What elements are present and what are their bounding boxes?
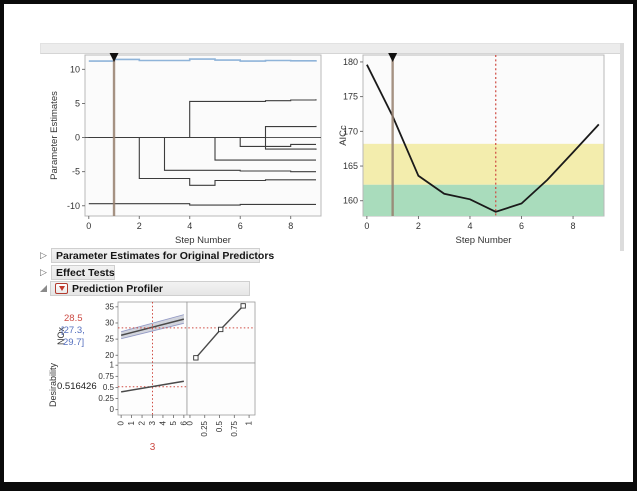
svg-text:0: 0 xyxy=(364,221,369,231)
svg-text:0.75: 0.75 xyxy=(98,372,114,381)
svg-text:3: 3 xyxy=(150,442,156,453)
svg-text:180: 180 xyxy=(343,57,358,67)
svg-text:5: 5 xyxy=(75,98,80,108)
svg-text:0.25: 0.25 xyxy=(200,420,209,436)
section-parameter-estimates-original-predictors[interactable]: ▷ Parameter Estimates for Original Predi… xyxy=(40,248,274,263)
svg-text:25: 25 xyxy=(105,335,114,344)
svg-text:AICc: AICc xyxy=(338,125,349,146)
disclosure-triangle-open-icon[interactable] xyxy=(40,285,47,292)
svg-text:175: 175 xyxy=(343,92,358,102)
scrollbar-strip[interactable] xyxy=(620,43,624,251)
svg-text:6: 6 xyxy=(238,221,243,231)
svg-text:0.5: 0.5 xyxy=(103,383,115,392)
prediction-profiler-plot[interactable]: 20 25 30 35 0 0.25 0.5 0.75 1 0 1 2 3 4 5 6 0 0.25 0.5 0.75… xyxy=(90,298,270,463)
svg-text:0: 0 xyxy=(75,133,80,143)
svg-text:0: 0 xyxy=(86,221,91,231)
section-prediction-profiler[interactable]: Prediction Profiler xyxy=(40,281,250,296)
svg-text:0.25: 0.25 xyxy=(98,394,114,403)
svg-text:2: 2 xyxy=(416,221,421,231)
svg-text:2: 2 xyxy=(138,420,147,425)
svg-text:30: 30 xyxy=(105,318,114,327)
svg-text:35: 35 xyxy=(105,302,114,311)
svg-text:-10: -10 xyxy=(67,201,80,211)
svg-text:8: 8 xyxy=(571,221,576,231)
svg-text:4: 4 xyxy=(158,420,167,425)
svg-text:0: 0 xyxy=(110,405,115,414)
svg-text:0.5: 0.5 xyxy=(215,420,224,432)
svg-text:0: 0 xyxy=(185,420,194,425)
svg-text:Step Number: Step Number xyxy=(175,235,231,246)
menu-triangle-icon xyxy=(58,286,65,291)
svg-text:Step Number: Step Number xyxy=(456,235,512,246)
disclosure-triangle-icon[interactable]: ▷ xyxy=(40,250,47,260)
svg-text:5: 5 xyxy=(169,420,178,425)
svg-text:10: 10 xyxy=(70,64,80,74)
svg-text:6: 6 xyxy=(179,420,188,425)
svg-text:Parameter Estimates: Parameter Estimates xyxy=(49,91,60,180)
svg-text:3: 3 xyxy=(148,420,157,425)
svg-text:1: 1 xyxy=(127,420,136,425)
svg-text:160: 160 xyxy=(343,196,358,206)
confidence-interval-low: [27.3, xyxy=(61,325,85,336)
svg-text:165: 165 xyxy=(343,161,358,171)
svg-text:0: 0 xyxy=(117,420,126,425)
svg-text:0.75: 0.75 xyxy=(230,420,239,436)
section-title: Effect Tests xyxy=(56,266,115,279)
section-title: Parameter Estimates for Original Predict… xyxy=(56,249,275,262)
aicc-validation-plot[interactable]: 0 2 4 6 8 160 165 170 175 180 Step Number AICc xyxy=(338,50,630,250)
svg-text:20: 20 xyxy=(105,351,114,360)
svg-text:4: 4 xyxy=(187,221,192,231)
svg-text:1: 1 xyxy=(110,361,115,370)
svg-text:8: 8 xyxy=(288,221,293,231)
svg-text:-5: -5 xyxy=(72,167,80,177)
svg-text:4: 4 xyxy=(467,221,472,231)
svg-text:170: 170 xyxy=(343,126,358,136)
predicted-value: 28.5 xyxy=(64,313,83,324)
section-effect-tests[interactable]: ▷ Effect Tests xyxy=(40,265,115,280)
svg-text:6: 6 xyxy=(519,221,524,231)
svg-text:2: 2 xyxy=(137,221,142,231)
red-triangle-menu-button[interactable] xyxy=(55,283,68,294)
desirability-value: 0.516426 xyxy=(57,381,97,392)
disclosure-triangle-icon[interactable]: ▷ xyxy=(40,267,47,277)
svg-text:1: 1 xyxy=(245,420,254,425)
confidence-interval-high: 29.7] xyxy=(63,337,85,348)
section-title: Prediction Profiler xyxy=(72,282,164,295)
parameter-estimates-solution-path-plot[interactable]: 0 2 4 6 8 -10 -5 0 5 10 Step Number Parameter Estim… xyxy=(45,50,337,250)
